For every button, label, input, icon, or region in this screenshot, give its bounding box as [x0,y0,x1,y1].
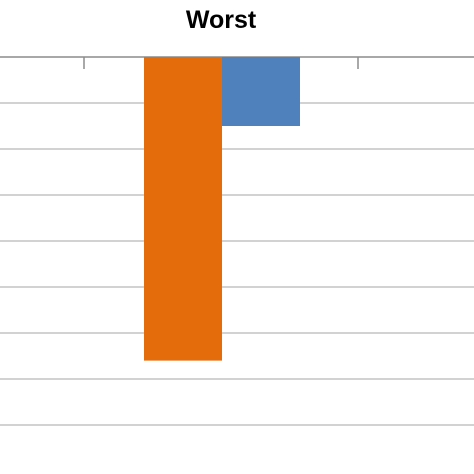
category-label: Worst [186,6,257,34]
bar-worst-series-1 [144,57,222,361]
category-labels: WorstA [186,6,257,34]
gridlines [0,56,474,426]
bar-worst-series-2 [222,57,300,126]
axis-ticks [83,57,359,69]
bars [144,57,300,361]
